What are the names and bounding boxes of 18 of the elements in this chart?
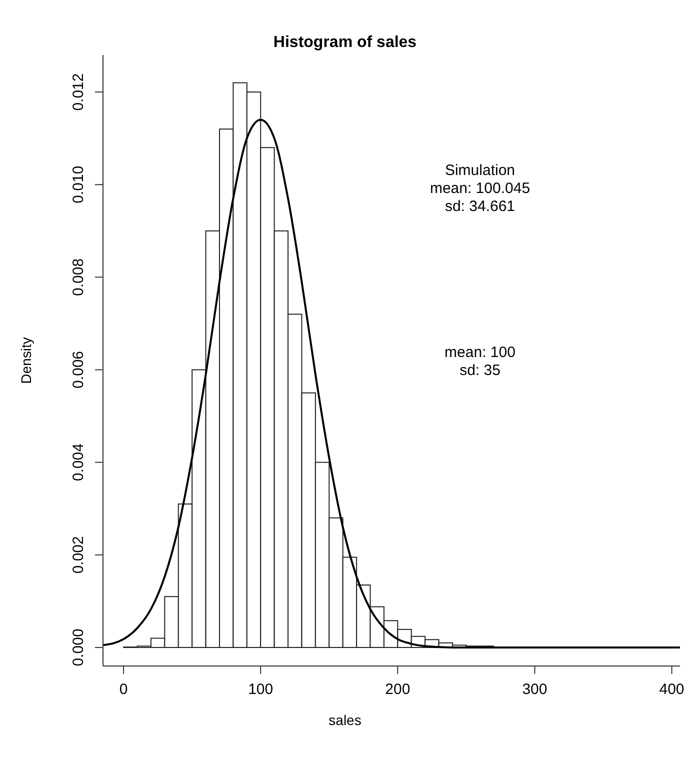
annotation: mean: 100 sd: 35	[444, 344, 516, 379]
x-axis-title: sales	[328, 712, 362, 728]
x-tick-label: 0	[119, 681, 128, 698]
y-tick-label: 0.006	[70, 350, 87, 389]
line-series	[102, 118, 681, 648]
y-tick-label: 0.010	[70, 166, 87, 204]
x-tick-label: 200	[385, 681, 410, 698]
x-tick-label: 300	[522, 681, 548, 698]
y-tick-label: 0.012	[70, 73, 87, 111]
y-tick-label: 0.002	[70, 536, 87, 574]
y-tick-label: 0.008	[70, 258, 87, 296]
y-tick-label: 0.000	[70, 628, 87, 666]
x-tick-label: 400	[659, 681, 684, 698]
x-tick-label: 100	[248, 681, 274, 698]
y-axis-title: Density	[18, 337, 34, 384]
chart-title: Histogram of sales	[273, 34, 417, 51]
y-tick-label: 0.004	[70, 444, 87, 482]
annotation: Simulation mean: 100.045 sd: 34.661	[430, 162, 530, 215]
